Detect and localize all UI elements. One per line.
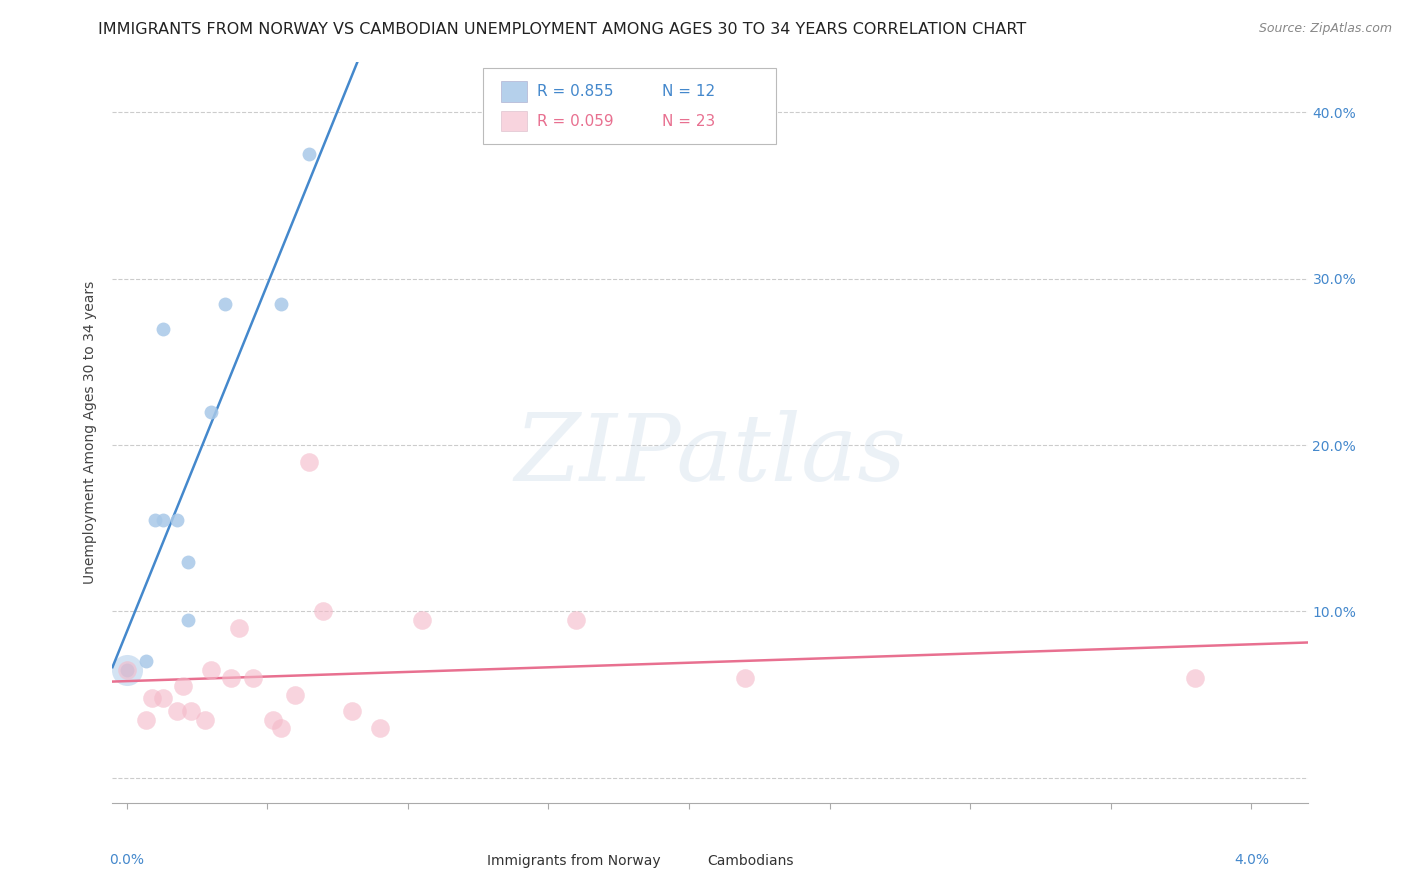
Point [177,555,200,569]
Point [411,613,433,627]
Text: ZIPatlas: ZIPatlas [515,409,905,500]
Point [166,704,188,718]
FancyBboxPatch shape [453,850,479,871]
Text: 0.0%: 0.0% [110,853,143,867]
Point [565,613,588,627]
FancyBboxPatch shape [501,81,527,102]
Text: Immigrants from Norway: Immigrants from Norway [486,854,661,868]
Point [368,721,391,735]
Point [734,671,756,685]
Point [141,690,163,705]
Point [135,713,157,727]
Point [177,613,200,627]
Point [143,513,166,527]
FancyBboxPatch shape [484,69,776,144]
Point [135,654,157,668]
Point [219,671,242,685]
FancyBboxPatch shape [501,111,527,131]
Point [200,663,222,677]
Text: IMMIGRANTS FROM NORWAY VS CAMBODIAN UNEMPLOYMENT AMONG AGES 30 TO 34 YEARS CORRE: IMMIGRANTS FROM NORWAY VS CAMBODIAN UNEM… [98,22,1026,37]
Point [214,296,236,310]
Point [242,671,264,685]
Point [298,455,321,469]
Text: 4.0%: 4.0% [1234,853,1268,867]
Y-axis label: Unemployment Among Ages 30 to 34 years: Unemployment Among Ages 30 to 34 years [83,281,97,584]
Point [200,405,222,419]
Point [152,321,174,335]
Point [115,663,138,677]
Point [180,704,202,718]
Point [172,679,194,693]
Point [262,713,284,727]
FancyBboxPatch shape [675,850,700,871]
Point [194,713,217,727]
Text: Source: ZipAtlas.com: Source: ZipAtlas.com [1258,22,1392,36]
Point [1184,671,1206,685]
Point [115,663,138,677]
Text: R = 0.855: R = 0.855 [537,84,613,99]
Text: R = 0.059: R = 0.059 [537,113,613,128]
Point [166,513,188,527]
Text: Cambodians: Cambodians [707,854,794,868]
Point [284,688,307,702]
Point [115,663,138,677]
Point [312,605,335,619]
Point [270,721,292,735]
Point [270,296,292,310]
Text: N = 12: N = 12 [662,84,716,99]
Point [228,621,250,635]
Point [298,147,321,161]
Point [152,690,174,705]
Text: N = 23: N = 23 [662,113,716,128]
Point [152,513,174,527]
Point [340,704,363,718]
